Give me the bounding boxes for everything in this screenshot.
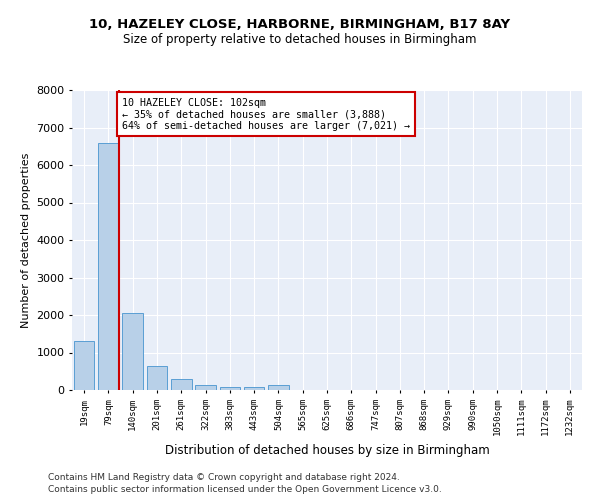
- X-axis label: Distribution of detached houses by size in Birmingham: Distribution of detached houses by size …: [164, 444, 490, 456]
- Bar: [195, 385, 216, 390]
- Text: Contains public sector information licensed under the Open Government Licence v3: Contains public sector information licen…: [48, 485, 442, 494]
- Bar: [74, 341, 94, 390]
- Bar: [268, 385, 289, 390]
- Bar: [122, 313, 143, 390]
- Bar: [220, 386, 240, 390]
- Bar: [244, 388, 265, 390]
- Text: 10 HAZELEY CLOSE: 102sqm
← 35% of detached houses are smaller (3,888)
64% of sem: 10 HAZELEY CLOSE: 102sqm ← 35% of detach…: [122, 98, 410, 130]
- Bar: [146, 366, 167, 390]
- Bar: [171, 379, 191, 390]
- Y-axis label: Number of detached properties: Number of detached properties: [20, 152, 31, 328]
- Text: Size of property relative to detached houses in Birmingham: Size of property relative to detached ho…: [123, 32, 477, 46]
- Text: 10, HAZELEY CLOSE, HARBORNE, BIRMINGHAM, B17 8AY: 10, HAZELEY CLOSE, HARBORNE, BIRMINGHAM,…: [89, 18, 511, 30]
- Bar: [98, 142, 119, 390]
- Text: Contains HM Land Registry data © Crown copyright and database right 2024.: Contains HM Land Registry data © Crown c…: [48, 472, 400, 482]
